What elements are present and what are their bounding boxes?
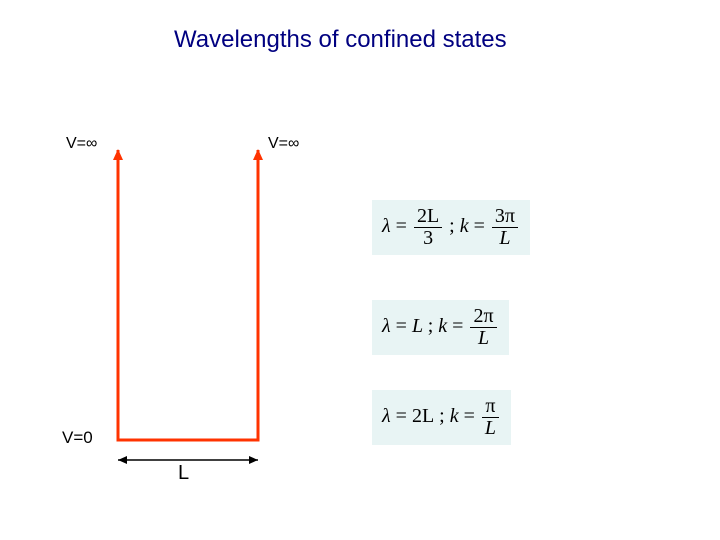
page-title: Wavelengths of confined states xyxy=(174,26,507,54)
equation-n3: λ = 2L 3 ; k = 3π L xyxy=(372,200,530,255)
eq1-lambda-den: 3 xyxy=(423,227,433,249)
label-L: L xyxy=(178,462,189,485)
eq1-lambda-num: 2L xyxy=(417,205,439,227)
eq1-k-num: 3π xyxy=(495,205,515,227)
well-diagram xyxy=(98,140,278,470)
eq1-k-den: L xyxy=(499,227,510,249)
label-v-inf-right: V=∞ xyxy=(268,135,299,153)
eq3-k-den: L xyxy=(485,417,496,439)
equation-n1: λ = 2L ; k = π L xyxy=(372,390,511,445)
label-v-inf-left: V=∞ xyxy=(66,135,97,153)
eq3-k-num: π xyxy=(485,395,495,417)
label-v-zero: V=0 xyxy=(62,428,93,448)
eq2-k-den: L xyxy=(478,327,489,349)
eq3-lambda: 2L xyxy=(412,405,434,427)
equation-n2: λ = L ; k = 2π L xyxy=(372,300,509,355)
eq2-lambda: L xyxy=(412,315,423,337)
eq2-k-num: 2π xyxy=(473,305,493,327)
